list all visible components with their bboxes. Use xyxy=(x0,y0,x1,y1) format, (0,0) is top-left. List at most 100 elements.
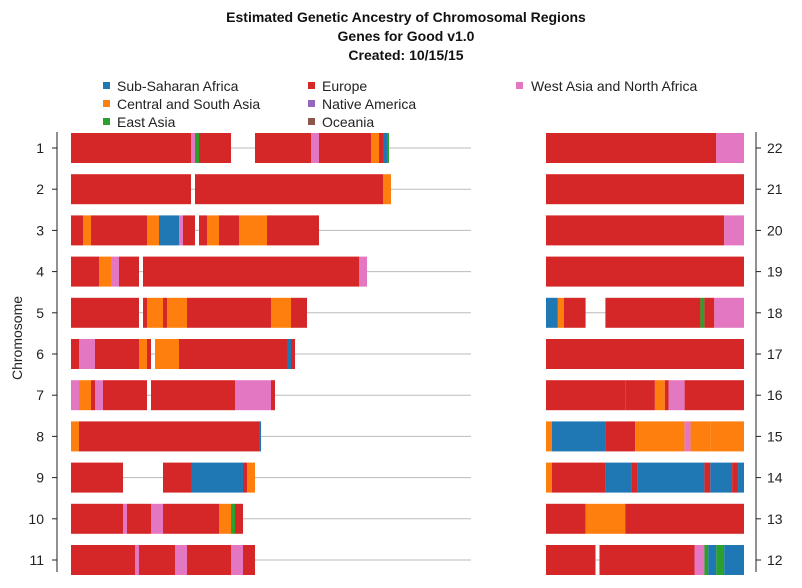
legend: Sub-Saharan Africa Europe West Asia and … xyxy=(103,78,697,130)
legend-label-eas: East Asia xyxy=(117,114,176,130)
right-segment-chr18-afr xyxy=(546,297,558,328)
legend-swatch-csa xyxy=(103,100,110,107)
title-line-1: Estimated Genetic Ancestry of Chromosoma… xyxy=(226,9,586,25)
right-segment-chr16-eur xyxy=(625,380,655,411)
right-tick-label: 21 xyxy=(767,181,783,197)
left-segment-chr10-eur xyxy=(71,503,123,534)
left-segment-chr1-eur xyxy=(319,133,371,163)
left-segment-chr7-eur xyxy=(271,380,275,411)
left-tick-label: 11 xyxy=(29,552,44,568)
left-tick-label: 8 xyxy=(36,428,44,444)
left-segment-chr8-eur xyxy=(79,421,259,452)
left-segment-chr7-was xyxy=(235,380,271,411)
left-segment-chr11-was xyxy=(231,545,243,575)
left-segment-chr9-afr xyxy=(191,462,243,493)
right-segment-chr16-was xyxy=(668,380,685,411)
right-segment-chr18-was xyxy=(714,297,744,328)
left-segment-chr3-eur xyxy=(183,215,195,246)
chart-title: Estimated Genetic Ancestry of Chromosoma… xyxy=(226,9,586,63)
right-segment-chr18-eur xyxy=(563,297,586,328)
left-segment-chr7-eur xyxy=(103,380,147,411)
left-segment-chr5-eur xyxy=(143,297,147,328)
left-segment-chr3-csa xyxy=(147,215,159,246)
left-segment-chr6-csa xyxy=(139,339,147,369)
right-segment-chr13-csa xyxy=(585,503,626,534)
left-tick-label: 4 xyxy=(36,264,44,280)
right-segment-chr18-csa xyxy=(557,297,564,328)
left-segment-chr1-eur xyxy=(199,133,231,163)
legend-label-eur: Europe xyxy=(322,78,367,94)
right-segment-chr12-eas xyxy=(716,545,725,575)
left-segment-chr5-eur xyxy=(163,297,167,328)
left-segment-chr10-csa xyxy=(219,503,231,534)
right-segment-chr16-eur xyxy=(684,380,744,411)
right-segment-chr21-eur xyxy=(546,174,744,205)
left-segment-chr1-csa xyxy=(371,133,379,163)
right-segment-chr15-csa xyxy=(690,421,711,452)
left-tick-label: 9 xyxy=(36,470,44,486)
left-segment-chr6-eur xyxy=(71,339,79,369)
left-segment-chr1-afr xyxy=(383,133,387,163)
right-tick-label: 18 xyxy=(767,305,783,321)
right-tick-label: 14 xyxy=(767,470,783,486)
right-segment-chr13-eur xyxy=(546,503,586,534)
left-segment-chr10-eas xyxy=(231,503,235,534)
left-segment-chr5-eur xyxy=(187,297,271,328)
right-segment-chr15-csa xyxy=(635,421,685,452)
left-segment-chr1-eur xyxy=(255,133,311,163)
left-segment-chr1-was xyxy=(311,133,319,163)
left-segment-chr6-eur xyxy=(291,339,295,369)
legend-label-afr: Sub-Saharan Africa xyxy=(117,78,239,94)
left-tick-label: 5 xyxy=(36,305,44,321)
right-segment-chr22-eur xyxy=(546,133,717,163)
left-segment-chr11-was xyxy=(135,545,139,575)
left-segment-chr11-eur xyxy=(187,545,231,575)
left-segment-chr6-afr xyxy=(287,339,291,369)
right-tick-label: 12 xyxy=(767,552,783,568)
right-segment-chr15-afr xyxy=(551,421,606,452)
left-segment-chr4-eur xyxy=(119,256,139,287)
legend-label-oce: Oceania xyxy=(322,114,374,130)
left-segment-chr5-csa xyxy=(167,297,187,328)
left-segment-chr6-eur xyxy=(147,339,151,369)
right-segment-chr16-eur xyxy=(664,380,669,411)
left-segment-chr4-eur xyxy=(71,256,99,287)
left-segment-chr3-eur xyxy=(267,215,319,246)
legend-label-nam: Native America xyxy=(322,96,416,112)
right-segment-chr20-was xyxy=(724,215,744,246)
left-segment-chr7-was xyxy=(71,380,79,411)
right-segment-chr14-csa xyxy=(546,462,552,493)
left-tick-label: 10 xyxy=(28,511,44,527)
right-segment-chr12-eur xyxy=(546,545,596,575)
right-segment-chr22-was xyxy=(716,133,744,163)
left-segment-chr9-csa xyxy=(247,462,255,493)
left-segment-chr6-eur xyxy=(95,339,139,369)
right-segment-chr15-eur xyxy=(605,421,636,452)
left-segment-chr7-eur xyxy=(91,380,95,411)
left-segment-chr5-eur xyxy=(291,297,307,328)
left-segment-chr8-afr xyxy=(259,421,261,452)
left-segment-chr4-eur xyxy=(143,256,359,287)
right-segment-chr20-eur xyxy=(546,215,725,246)
left-segment-chr5-csa xyxy=(147,297,163,328)
left-segment-chr11-eur xyxy=(139,545,175,575)
right-segment-chr15-csa xyxy=(710,421,744,452)
right-segment-chr14-afr xyxy=(710,462,733,493)
right-tick-label: 20 xyxy=(767,222,783,238)
right-tick-label: 19 xyxy=(767,264,783,280)
left-segment-chr3-csa xyxy=(239,215,267,246)
right-segment-chr12-was xyxy=(694,545,705,575)
right-tick-label: 17 xyxy=(767,346,783,362)
left-tick-label: 1 xyxy=(36,140,44,156)
left-segment-chr5-eur xyxy=(71,297,139,328)
left-segment-chr3-afr xyxy=(159,215,179,246)
legend-label-csa: Central and South Asia xyxy=(117,96,260,112)
left-segment-chr5-csa xyxy=(271,297,291,328)
left-segment-chr10-was xyxy=(151,503,163,534)
right-segment-chr12-afr xyxy=(724,545,744,575)
left-segment-chr6-was xyxy=(79,339,95,369)
left-segment-chr2-eur xyxy=(195,174,383,205)
left-segment-chr7-was xyxy=(95,380,103,411)
left-segment-chr11-eur xyxy=(71,545,135,575)
